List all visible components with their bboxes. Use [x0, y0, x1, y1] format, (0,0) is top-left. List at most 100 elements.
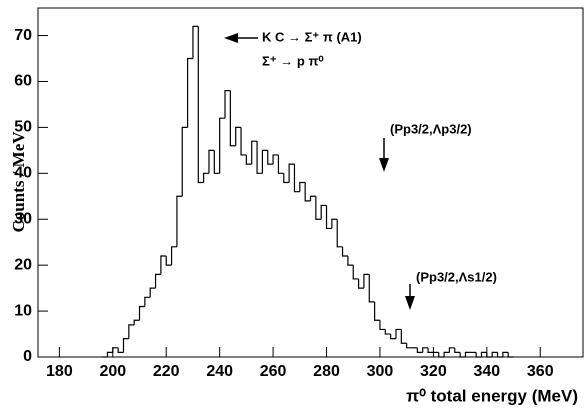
histogram-step	[170, 246, 177, 266]
y-tick-label: 20	[14, 256, 32, 273]
histogram-step	[406, 343, 413, 349]
annotation: (Pp3/2,Λs1/2)	[416, 269, 497, 284]
histogram-step	[341, 246, 348, 257]
histogram-step	[304, 182, 311, 202]
histogram-step	[122, 338, 129, 353]
histogram-step	[288, 163, 295, 183]
histogram-step	[309, 195, 316, 201]
histogram-step	[443, 351, 450, 357]
y-tick-label: 50	[14, 119, 32, 136]
histogram-step	[502, 351, 509, 357]
x-tick-label: 200	[99, 363, 126, 380]
histogram-step	[416, 347, 423, 354]
histogram-step	[331, 218, 338, 229]
histogram-step	[320, 204, 327, 220]
histogram-step	[422, 347, 429, 353]
histogram-step	[315, 196, 322, 220]
histogram-step	[454, 347, 461, 354]
y-tick-label: 10	[14, 302, 32, 319]
histogram-step	[251, 140, 258, 165]
histogram-step	[491, 351, 498, 357]
histogram-step	[363, 273, 370, 289]
histogram-step	[165, 255, 172, 266]
arrows	[236, 37, 411, 298]
histogram-step	[112, 347, 119, 353]
histogram-step	[149, 287, 156, 298]
annotation: (Pp3/2,Λp3/2)	[390, 121, 472, 136]
histogram-step	[293, 164, 300, 193]
histogram-step	[427, 347, 434, 354]
histogram-step	[208, 149, 215, 174]
histogram-step	[272, 154, 279, 165]
histogram-step	[117, 347, 124, 354]
histogram-step	[133, 319, 140, 325]
histogram-step	[203, 172, 209, 183]
histogram-step	[106, 351, 113, 357]
histogram-step	[245, 154, 252, 165]
plot-frame	[37, 7, 584, 358]
histogram-step	[267, 150, 274, 165]
x-axis-label: π⁰ total energy (MeV)	[406, 386, 578, 405]
y-tick-label: 70	[14, 27, 32, 44]
histogram-step	[144, 296, 151, 307]
histogram-step	[390, 334, 396, 340]
histogram-step	[486, 352, 493, 358]
y-tick-label: 0	[23, 348, 32, 365]
x-tick-label: 260	[260, 363, 287, 380]
arrow-head	[224, 33, 238, 43]
histogram-step	[459, 352, 466, 358]
histogram-step	[438, 352, 445, 358]
histogram-step	[213, 150, 220, 174]
x-tick-label: 240	[206, 363, 233, 380]
histogram-step	[128, 324, 135, 339]
histogram-step	[192, 25, 199, 59]
histogram-step	[464, 351, 471, 357]
y-axis-label: Counts / MeV	[9, 131, 28, 233]
histogram-step	[395, 328, 402, 339]
y-tick-label: 60	[14, 73, 32, 90]
histogram-step	[400, 329, 407, 344]
histogram-step	[261, 149, 268, 174]
x-tick-label: 340	[473, 363, 500, 380]
histogram-step	[299, 181, 306, 192]
histogram-step	[154, 273, 161, 289]
x-tick-label: 280	[313, 363, 340, 380]
histogram-step	[160, 255, 167, 275]
histogram-step	[379, 320, 386, 331]
histogram-step	[496, 352, 503, 358]
histogram-step	[507, 352, 514, 358]
annotation: K C → Σ⁺ π (A1)	[262, 29, 362, 44]
histogram-step	[197, 26, 204, 184]
histogram-step	[325, 205, 332, 230]
histogram-step	[384, 329, 391, 335]
histogram-step	[181, 126, 188, 197]
x-tick-label: 220	[153, 363, 180, 380]
arrow-head	[405, 296, 415, 310]
histogram-step	[374, 301, 380, 321]
x-tick-label: 180	[46, 363, 73, 380]
histogram-step	[176, 195, 183, 247]
histogram-step	[256, 141, 263, 174]
x-tick-label: 320	[420, 363, 447, 380]
histogram-step	[368, 274, 375, 303]
x-tick-label: 360	[527, 363, 554, 380]
histogram-step	[229, 90, 236, 147]
histogram-step	[224, 90, 231, 119]
histogram-step	[283, 173, 290, 184]
histogram-step	[336, 219, 343, 248]
x-tick-label: 300	[367, 363, 394, 380]
histogram-step	[219, 117, 226, 174]
histogram-step	[480, 351, 487, 357]
arrow-head	[379, 158, 389, 172]
histogram-step	[357, 278, 364, 289]
histogram-step	[352, 265, 359, 280]
y-tick-label: 40	[14, 165, 32, 182]
y-tick-label: 30	[14, 210, 32, 227]
histogram-step	[187, 57, 193, 128]
histogram-step	[448, 347, 455, 353]
histogram-step	[475, 352, 482, 358]
annotation: Σ⁺ → p π⁰	[262, 53, 324, 68]
histogram-step	[347, 255, 354, 266]
